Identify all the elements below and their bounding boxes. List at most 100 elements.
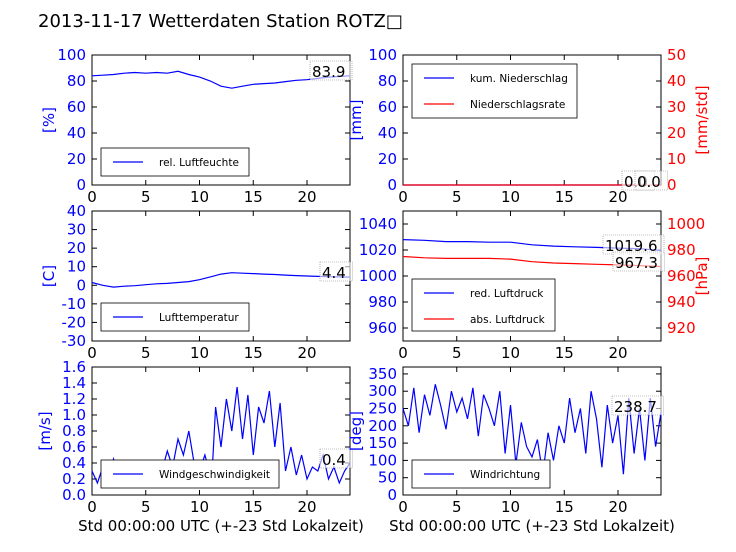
y-tick-label: 300 [368,382,397,400]
y2-tick-label: 10 [667,150,686,168]
x-tick-label: 0 [398,498,408,516]
y-tick-label: 0.0 [62,486,86,504]
x-tick-label: 15 [555,188,574,206]
x-tick-label: 0 [87,498,97,516]
y-tick-label: -20 [62,313,87,331]
y2-axis-label: [hPa] [693,257,711,296]
x-axis-label: Std 00:00:00 UTC (+-23 Std Lokalzeit) [78,517,364,535]
y-axis-label: [%] [40,107,58,133]
legend-box [100,459,280,489]
panel-wind_speed: 0 5 10 15 200.00.20.40.60.81.01.21.41.6[m/s]… [36,358,364,535]
y-tick-label: 150 [368,434,397,452]
x-tick-label: 0 [398,344,408,362]
y-tick-label: 50 [378,469,397,487]
x-axis-label: Std 00:00:00 UTC (+-23 Std Lokalzeit) [389,517,675,535]
series-line [91,272,351,288]
y-tick-label: 980 [368,293,397,311]
x-tick-label: 0 [87,188,97,206]
y2-axis-label: [mm/std] [693,85,711,154]
x-tick-label: 20 [297,498,316,516]
x-tick-label: 10 [501,498,520,516]
series-line [91,70,351,89]
y-tick-label: 100 [57,46,86,64]
legend-box [411,278,556,332]
y-tick-label: 0.6 [62,438,86,456]
page-title: 2013-11-17 Wetterdaten Station ROTZ□ [38,11,403,32]
y-tick-label: 0.8 [62,422,86,440]
y-axis-label: [mm] [347,100,365,141]
x-tick-label: 15 [244,188,263,206]
x-tick-label: 10 [190,188,209,206]
value-annotation-box [319,261,353,282]
y-tick-label: 100 [368,451,397,469]
value-annotation: 4.4 [322,264,346,282]
y-tick-label: 30 [67,221,86,239]
y-tick-label: 0 [76,276,86,294]
legend-label: Windrichtung [470,469,540,481]
value-annotation: 1019.6 [605,237,658,255]
legend-box [411,63,578,119]
x-tick-label: 5 [141,344,151,362]
x-tick-label: 20 [297,344,316,362]
value-annotation-box [634,170,668,191]
panel-precipitation: 0 5 10 15 20 0 20 40 60 80 100 0 10 20 30 40 50 [mm] [mm/s… [347,46,711,206]
value-annotation-box [611,395,664,416]
y2-tick-label: 40 [667,72,686,90]
y-tick-label: 1.2 [62,390,86,408]
y-tick-label: 350 [368,365,397,383]
legend-label: abs. Luftdruck [470,314,546,326]
value-annotation-box [309,60,353,81]
legend-label: red. Luftdruck [470,288,544,300]
y-tick-label: -10 [62,295,87,313]
plot-frame [402,366,662,496]
y-tick-label: 1.0 [62,406,86,424]
y-tick-label: 20 [67,150,86,168]
x-tick-label: 0 [398,188,408,206]
legend-label: rel. Luftfeuchte [159,157,239,169]
y-tick-label: 60 [378,98,397,116]
y-tick-label: 200 [368,417,397,435]
y2-tick-label: 50 [667,46,686,64]
legend-label: Lufttemperatur [159,312,239,324]
plot-frame [91,54,351,186]
y2-tick-label: 30 [667,98,686,116]
value-annotation: 0.4 [322,451,346,469]
y2-tick-label: 920 [667,319,696,337]
y-tick-label: 1040 [359,215,397,233]
value-annotation: 238.7 [614,398,657,416]
value-annotation-box [319,448,353,469]
x-tick-label: 5 [452,344,462,362]
x-tick-label: 10 [501,344,520,362]
value-annotation: 83.9 [312,63,345,81]
x-tick-label: 15 [244,498,263,516]
x-tick-label: 10 [190,498,209,516]
value-annotation-box [612,251,665,272]
y-tick-label: 0 [387,486,397,504]
y-tick-label: 40 [67,124,86,142]
x-tick-label: 20 [608,188,627,206]
x-tick-label: 0 [87,344,97,362]
y-tick-label: 60 [67,98,86,116]
x-tick-label: 5 [452,498,462,516]
y-tick-label: 1.4 [62,374,86,392]
y-tick-label: 0 [387,176,397,194]
y-tick-label: 1000 [359,267,397,285]
x-tick-label: 10 [190,344,209,362]
panel-humidity: 0 5 10 15 20 0 20 40 60 80 100 [%] 83.9 rel. Luftfeuc… [40,46,353,206]
x-tick-label: 20 [608,498,627,516]
x-tick-label: 15 [555,498,574,516]
y-tick-label: 80 [67,72,86,90]
y2-tick-label: 0 [667,176,677,194]
x-tick-label: 5 [141,188,151,206]
y2-tick-label: 960 [667,267,696,285]
y-tick-label: 10 [67,258,86,276]
x-tick-label: 20 [608,344,627,362]
y-tick-label: 1.6 [62,358,86,376]
value-annotation: 967.3 [615,254,658,272]
y-tick-label: 80 [378,72,397,90]
x-tick-label: 20 [297,188,316,206]
